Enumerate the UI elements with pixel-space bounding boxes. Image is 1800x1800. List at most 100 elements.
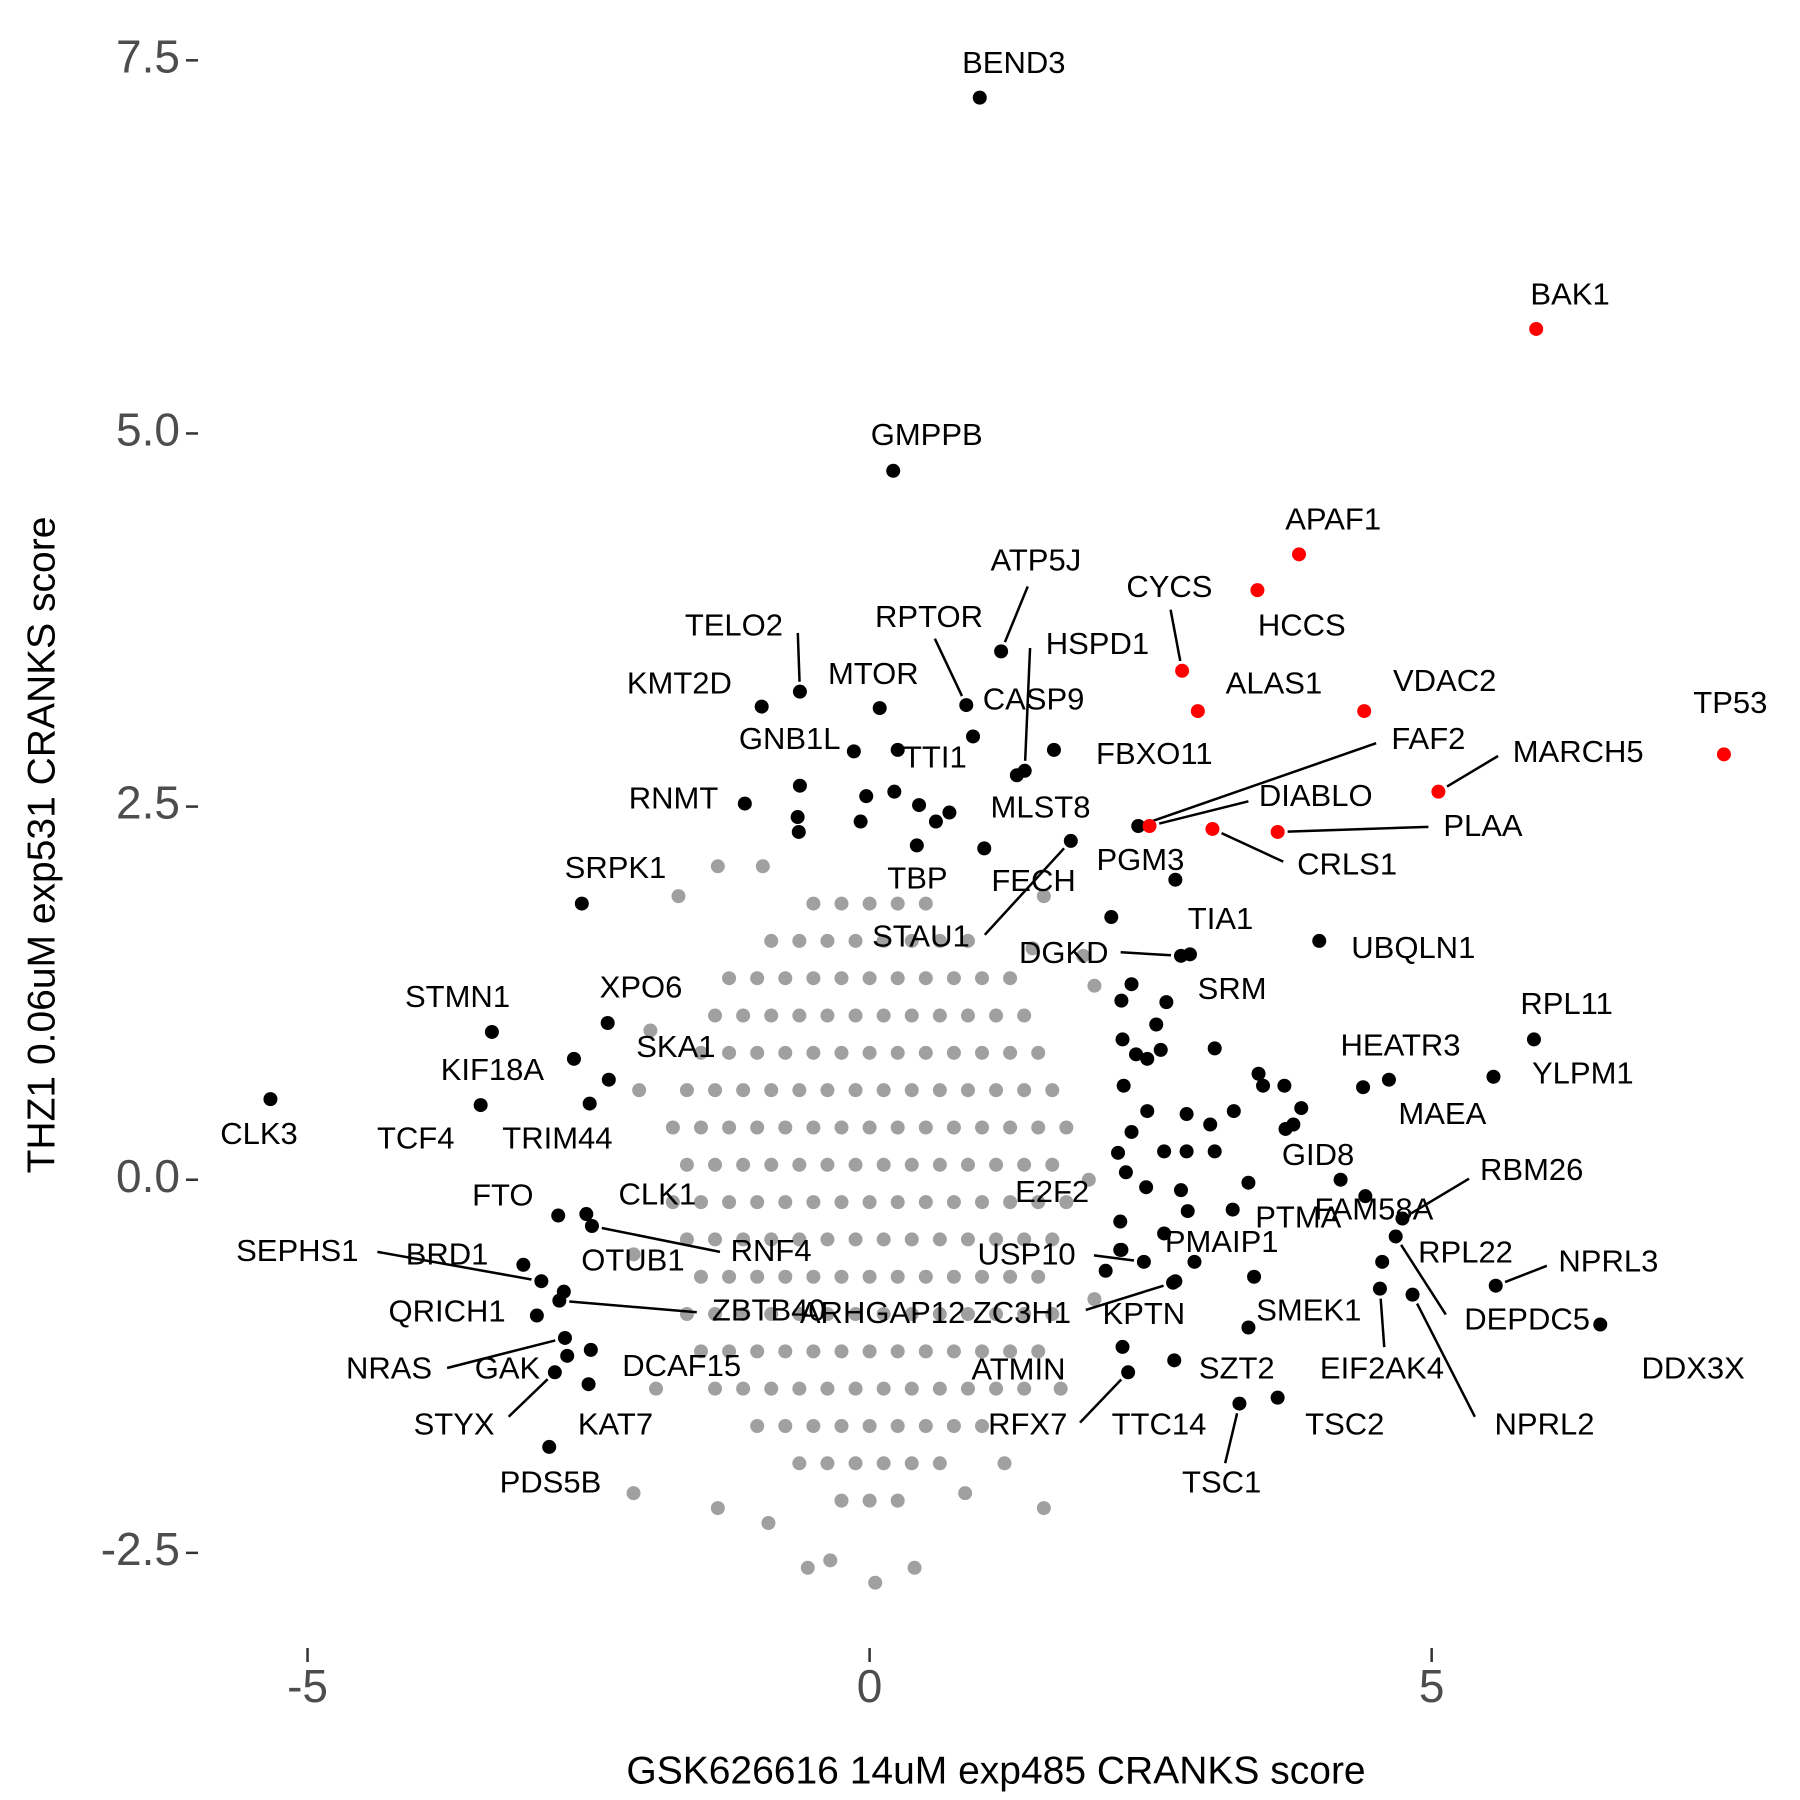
- point: [932, 1232, 947, 1247]
- point-label: PTMA: [1255, 1200, 1341, 1235]
- point: [1241, 1175, 1256, 1190]
- point: [579, 1207, 594, 1222]
- point-label: RNMT: [629, 780, 719, 815]
- point: [1232, 1396, 1247, 1411]
- point: [1046, 742, 1061, 757]
- point: [887, 784, 902, 799]
- leader-line: [1410, 1177, 1470, 1215]
- point: [722, 1269, 737, 1284]
- point: [904, 1456, 919, 1471]
- point: [806, 1418, 821, 1433]
- point: [1045, 1083, 1060, 1098]
- leader-line: [1147, 742, 1377, 824]
- point: [542, 1439, 557, 1454]
- point: [958, 1486, 973, 1501]
- point: [1241, 1320, 1256, 1335]
- point: [764, 1083, 779, 1098]
- point-label: ALAS1: [1226, 665, 1323, 700]
- point: [848, 1456, 863, 1471]
- point: [975, 1045, 990, 1060]
- point-label: RNF4: [731, 1233, 812, 1268]
- point: [473, 1098, 488, 1113]
- point-label: HSPD1: [1046, 626, 1149, 661]
- point: [1187, 1254, 1202, 1269]
- point-label: RFX7: [988, 1406, 1067, 1441]
- point-label: TBP: [887, 860, 947, 895]
- point: [862, 896, 877, 911]
- point-label: YLPM1: [1532, 1056, 1634, 1091]
- point: [1488, 1278, 1503, 1293]
- leader-line: [507, 1378, 549, 1418]
- point: [1031, 1344, 1046, 1359]
- point-label: HEATR3: [1341, 1028, 1461, 1063]
- point: [679, 1232, 694, 1247]
- point-label: CRLS1: [1297, 847, 1397, 882]
- point: [890, 1493, 905, 1508]
- leader-line: [1379, 1298, 1386, 1348]
- leader-line: [1003, 585, 1029, 643]
- point: [1087, 1292, 1102, 1307]
- point: [834, 1493, 849, 1508]
- point: [722, 1344, 737, 1359]
- point: [693, 1269, 708, 1284]
- point-label: PGM3: [1096, 842, 1184, 877]
- point: [643, 1023, 658, 1038]
- point: [584, 1218, 599, 1233]
- point: [1017, 1083, 1032, 1098]
- point: [834, 1195, 849, 1210]
- point: [876, 1008, 891, 1023]
- y-tick-label: 0.0: [116, 1150, 180, 1202]
- point-label: MARCH5: [1513, 734, 1644, 769]
- point-label: APAF1: [1285, 502, 1381, 537]
- point: [834, 896, 849, 911]
- point: [890, 1344, 905, 1359]
- point-label: FTO: [472, 1177, 533, 1212]
- point: [848, 933, 863, 948]
- y-axis-title: THZ1 0.06uM exp531 CRANKS score: [20, 517, 63, 1174]
- point-label: KMT2D: [627, 665, 732, 700]
- point: [904, 1232, 919, 1247]
- point: [679, 1307, 694, 1322]
- point: [946, 1344, 961, 1359]
- point-label: ZBTB40: [712, 1292, 826, 1327]
- leader-line: [983, 847, 1065, 936]
- point-label: SKA1: [636, 1029, 715, 1064]
- point: [820, 1232, 835, 1247]
- point: [1207, 1144, 1222, 1159]
- point: [1358, 1189, 1373, 1204]
- point: [932, 1157, 947, 1172]
- point: [710, 859, 725, 874]
- point: [600, 1016, 615, 1031]
- point: [890, 1045, 905, 1060]
- point: [1059, 1120, 1074, 1135]
- point: [820, 1157, 835, 1172]
- point: [778, 1418, 793, 1433]
- point: [1063, 833, 1078, 848]
- point: [1270, 1390, 1285, 1405]
- point: [1381, 1072, 1396, 1087]
- point: [708, 1381, 723, 1396]
- point: [904, 1307, 919, 1322]
- point: [671, 889, 686, 904]
- point: [960, 933, 975, 948]
- point: [1009, 768, 1024, 783]
- point: [792, 1157, 807, 1172]
- point: [848, 1232, 863, 1247]
- leader-line: [377, 1250, 532, 1281]
- point-label: CYCS: [1126, 569, 1212, 604]
- point: [792, 684, 807, 699]
- point-label: VDAC2: [1393, 663, 1496, 698]
- point-label: TRIM44: [502, 1121, 612, 1156]
- point-label: TIA1: [1188, 901, 1253, 936]
- point: [1225, 1202, 1240, 1217]
- point: [736, 1381, 751, 1396]
- x-tick-label: -5: [287, 1660, 328, 1712]
- point: [989, 1008, 1004, 1023]
- point: [975, 1344, 990, 1359]
- y-tick-label: 7.5: [116, 30, 180, 82]
- point: [693, 1045, 708, 1060]
- point: [1395, 1211, 1410, 1226]
- point: [848, 1157, 863, 1172]
- point: [932, 933, 947, 948]
- point-label: GID8: [1282, 1137, 1354, 1172]
